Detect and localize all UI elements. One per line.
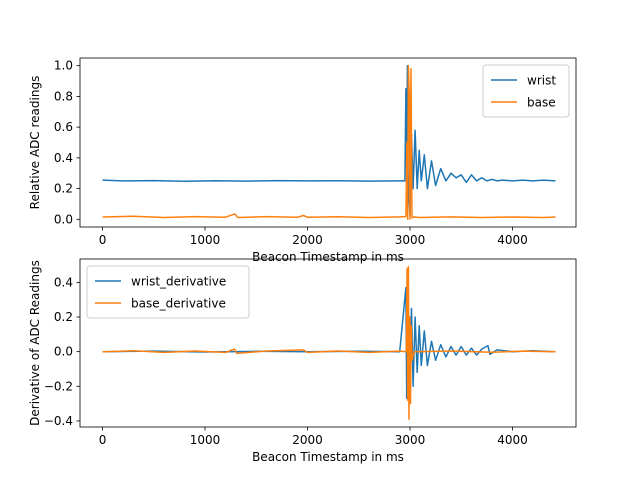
top-chart-panel: 0 1000 2000 3000 4000 0.0 0.2 0.4 0.6 0.8 1.0 Beaco…: [28, 57, 577, 264]
y-tick-label: 1.0: [54, 59, 73, 73]
series-line-base-derivative: [102, 266, 556, 420]
y-tick-label: 0.2: [54, 310, 73, 324]
legend-label-wrist: wrist: [527, 74, 556, 88]
x-tick-label: 0: [99, 233, 107, 247]
x-tick-label: 1000: [190, 433, 221, 447]
legend-box: [86, 265, 250, 319]
x-tick-label: 3000: [395, 433, 426, 447]
y-tick-label: 0.6: [54, 120, 73, 134]
x-tick-label: 4000: [497, 233, 528, 247]
axes-frame: [79, 57, 577, 228]
x-tick-label: 0: [99, 433, 107, 447]
x-axis-label: Beacon Timestamp in ms: [252, 250, 404, 264]
y-axis-label: Relative ADC readings: [28, 76, 42, 210]
x-axis-label: Beacon Timestamp in ms: [252, 450, 404, 464]
series-group: [102, 64, 556, 221]
legend: wrist base: [482, 64, 570, 118]
y-tick-label: 0.4: [54, 151, 73, 165]
legend-box: [482, 64, 570, 118]
legend-label-base-derivative: base_derivative: [131, 297, 226, 311]
y-tick-label: 0.4: [54, 275, 73, 289]
bottom-chart-panel: 0 1000 2000 3000 4000 −0.4 −0.2 0.0 0.2 0.4 Beacon…: [28, 258, 577, 464]
y-tick-label: −0.4: [44, 414, 73, 428]
series-group: [102, 266, 556, 420]
axes-frame: [79, 258, 577, 428]
y-tick-label: 0.2: [54, 182, 73, 196]
legend-label-base: base: [527, 96, 556, 110]
series-line-base: [102, 64, 556, 221]
y-tick-label: 0.0: [54, 212, 73, 226]
y-tick-label: −0.2: [44, 379, 73, 393]
x-tick-label: 4000: [497, 433, 528, 447]
y-axis-label: Derivative of ADC Readings: [28, 260, 42, 426]
legend-label-wrist-derivative: wrist_derivative: [131, 275, 226, 289]
y-tick-label: 0.8: [54, 89, 73, 103]
x-tick-label: 2000: [292, 233, 323, 247]
x-tick-label: 2000: [292, 433, 323, 447]
series-line-wrist: [102, 64, 556, 217]
x-tick-label: 3000: [395, 233, 426, 247]
x-tick-label: 1000: [190, 233, 221, 247]
legend: wrist_derivative base_derivative: [86, 265, 250, 319]
y-tick-label: 0.0: [54, 345, 73, 359]
